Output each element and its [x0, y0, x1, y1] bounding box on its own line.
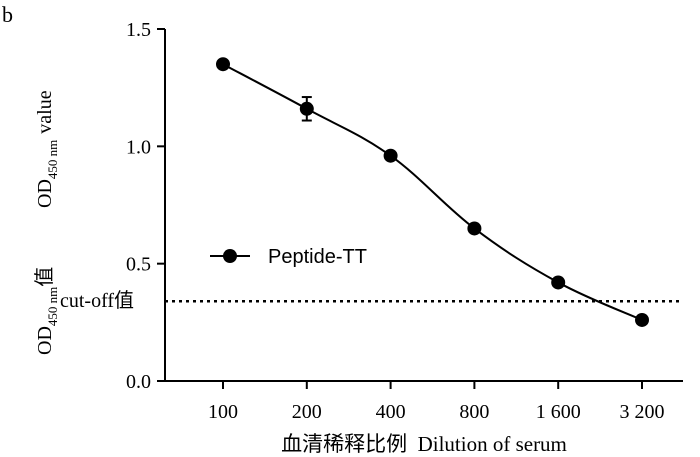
series-line	[222, 63, 643, 321]
svg-text:OD450 nmvalue: OD450 nm value	[34, 90, 60, 208]
y-tick-label: 0.0	[126, 371, 151, 393]
data-point	[635, 312, 649, 327]
x-axis-title: 血清稀释比例 Dilution of serum	[281, 432, 567, 456]
legend: Peptide-TT	[210, 246, 367, 268]
y-axis-title-en-sub: 450 nm	[45, 140, 60, 179]
data-point	[383, 148, 398, 163]
y-axis-title: OD450 nm值 OD450 nmvalue	[33, 90, 60, 355]
data-point	[299, 101, 314, 116]
series-peptide-tt	[216, 57, 649, 327]
x-tick-label: 200	[292, 401, 322, 423]
y-tick-label: 0.5	[126, 254, 151, 276]
cutoff-label: cut-off值	[60, 289, 134, 312]
y-tick-label: 1.5	[126, 19, 151, 41]
y-axis-title-zh-sub: 450 nm	[45, 287, 60, 326]
y-tick-label: 1.0	[126, 136, 151, 158]
x-tick-label: 1 600	[536, 401, 581, 423]
x-tick-label: 100	[208, 401, 238, 423]
y-axis-title-zh-prefix: OD	[34, 326, 56, 355]
data-point	[216, 57, 230, 72]
legend-label: Peptide-TT	[268, 246, 367, 268]
x-tick-label: 400	[376, 401, 406, 423]
panel-label: b	[2, 2, 13, 27]
data-point	[467, 221, 482, 236]
y-axis-title-en-prefix: OD	[34, 179, 56, 208]
data-point	[551, 275, 566, 290]
x-tick-label: 800	[459, 401, 489, 423]
y-axis-title-zh-suffix: 值	[33, 267, 56, 287]
svg-text:OD450 nm值: OD450 nm值	[33, 267, 60, 355]
x-tick-label: 3 200	[620, 401, 665, 423]
y-ticks: 0.0 0.5 1.0 1.5	[126, 19, 165, 393]
y-axis-title-en-suffix: value	[34, 90, 56, 133]
x-ticks: 100 200 400 800 1 600 3 200	[208, 381, 665, 423]
legend-marker	[223, 249, 237, 263]
